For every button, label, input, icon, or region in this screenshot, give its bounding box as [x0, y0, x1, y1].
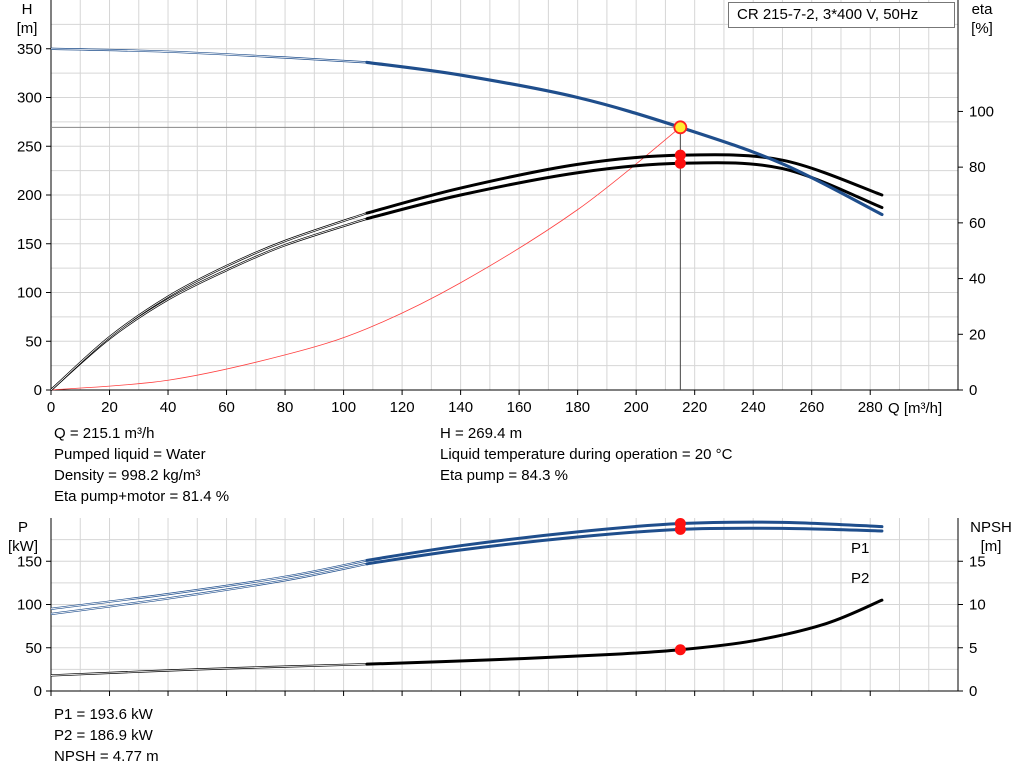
lower-ytick-label: 0 — [34, 683, 42, 700]
lower-y2label: [m] — [981, 538, 1002, 555]
upper-y2tick-label: 20 — [969, 326, 986, 343]
upper-xtick-label: 160 — [507, 399, 532, 416]
eta-pump: Eta pump = 84.3 % — [440, 467, 568, 484]
upper-y2tick-label: 40 — [969, 271, 986, 288]
upper-ytick-label: 0 — [34, 382, 42, 399]
model-label: CR 215-7-2, 3*400 V, 50Hz — [728, 2, 955, 28]
eta-pump-motor-curve — [365, 161, 884, 221]
p2-value: P2 = 186.9 kW — [54, 727, 153, 744]
upper-xtick-label: 240 — [741, 399, 766, 416]
npsh-point — [674, 644, 686, 656]
upper-y2tick-label: 80 — [969, 159, 986, 176]
liquid-temperature: Liquid temperature during operation = 20… — [440, 446, 733, 463]
upper-xtick-label: 120 — [390, 399, 415, 416]
upper-info-right: H = 269.4 m Liquid temperature during op… — [440, 423, 732, 486]
eta-pump-motor-curve-extrapolated-core — [50, 218, 368, 391]
lower-ytick-label: 50 — [25, 640, 42, 657]
lower-y2tick-label: 15 — [969, 553, 986, 570]
upper-xtick-label: 140 — [448, 399, 473, 416]
upper-xtick-label: 40 — [160, 399, 177, 416]
lower-ylabel: [kW] — [8, 538, 38, 555]
system-curve — [50, 127, 681, 391]
lower-ytick-label: 150 — [17, 553, 42, 570]
operating-point-marker — [673, 120, 688, 135]
pumped-liquid: Pumped liquid = Water — [54, 446, 206, 463]
eta-pump-motor: Eta pump+motor = 81.4 % — [54, 488, 230, 505]
p1-curve-extrapolated-core — [50, 559, 368, 610]
upper-y2label: eta — [972, 1, 994, 18]
upper-xtick-label: 180 — [565, 399, 590, 416]
upper-xtick-label: 20 — [101, 399, 118, 416]
npsh-curve-extrapolated-core — [50, 663, 368, 676]
lower-y2tick-label: 10 — [969, 597, 986, 614]
lower-y2tick-label: 5 — [969, 640, 977, 657]
lower-y2tick-label: 0 — [969, 683, 977, 700]
upper-ytick-label: 200 — [17, 187, 42, 204]
head-value: H = 269.4 m — [440, 425, 523, 442]
p2-curve-extrapolated-core — [50, 563, 368, 615]
p1-value: P1 = 193.6 kW — [54, 706, 153, 723]
upper-xtick-label: 200 — [624, 399, 649, 416]
lower-ylabel: P — [18, 519, 28, 536]
eta-pump-curve-extrapolated-core — [50, 212, 368, 391]
density-value: Density = 998.2 kg/m³ — [54, 467, 201, 484]
lower-ytick-label: 100 — [17, 597, 42, 614]
upper-ytick-label: 50 — [25, 333, 42, 350]
p1-curve-label: P1 — [851, 540, 869, 557]
p2-curve-label: P2 — [851, 570, 869, 587]
upper-ytick-label: 100 — [17, 285, 42, 302]
upper-grid — [51, 0, 958, 390]
upper-y2tick-label: 100 — [969, 103, 994, 120]
upper-ylabel: H — [22, 1, 33, 18]
upper-y2label: [%] — [971, 20, 993, 37]
eta-pump-curve-extrapolated — [50, 212, 368, 391]
lower-y2label: NPSH — [970, 519, 1012, 536]
npsh-curve — [365, 598, 884, 666]
flow-value: Q = 215.1 m³/h — [54, 425, 155, 442]
npsh-value: NPSH = 4.77 m — [54, 748, 159, 765]
p1-curve-extrapolated — [50, 559, 368, 610]
eta-point-1 — [674, 149, 686, 161]
head-curve — [365, 60, 884, 217]
upper-xtick-label: 100 — [331, 399, 356, 416]
upper-info-left: Q = 215.1 m³/h Pumped liquid = Water Den… — [54, 423, 229, 507]
p1-curve — [365, 520, 884, 562]
upper-ytick-label: 350 — [17, 41, 42, 58]
upper-ylabel: [m] — [17, 20, 38, 37]
eta-pump-motor-curve-extrapolated — [50, 217, 368, 391]
upper-xtick-label: 60 — [218, 399, 235, 416]
upper-ytick-label: 150 — [17, 236, 42, 253]
upper-y2tick-label: 0 — [969, 382, 977, 399]
eta-pump-curve — [365, 153, 884, 215]
upper-xlabel: Q [m³/h] — [888, 400, 942, 417]
head-curve-extrapolated — [50, 47, 368, 64]
upper-xtick-label: 280 — [858, 399, 883, 416]
upper-xtick-label: 260 — [799, 399, 824, 416]
p2-curve — [365, 526, 884, 566]
head-curve-extrapolated-core — [50, 48, 368, 63]
lower-info: P1 = 193.6 kW P2 = 186.9 kW NPSH = 4.77 … — [54, 704, 159, 767]
upper-y2tick-label: 60 — [969, 215, 986, 232]
power-point-1 — [674, 523, 686, 535]
eta-point-0 — [674, 157, 686, 169]
upper-ytick-label: 250 — [17, 138, 42, 155]
upper-xtick-label: 0 — [47, 399, 55, 416]
upper-xtick-label: 80 — [277, 399, 294, 416]
upper-ytick-label: 300 — [17, 90, 42, 107]
upper-xtick-label: 220 — [682, 399, 707, 416]
